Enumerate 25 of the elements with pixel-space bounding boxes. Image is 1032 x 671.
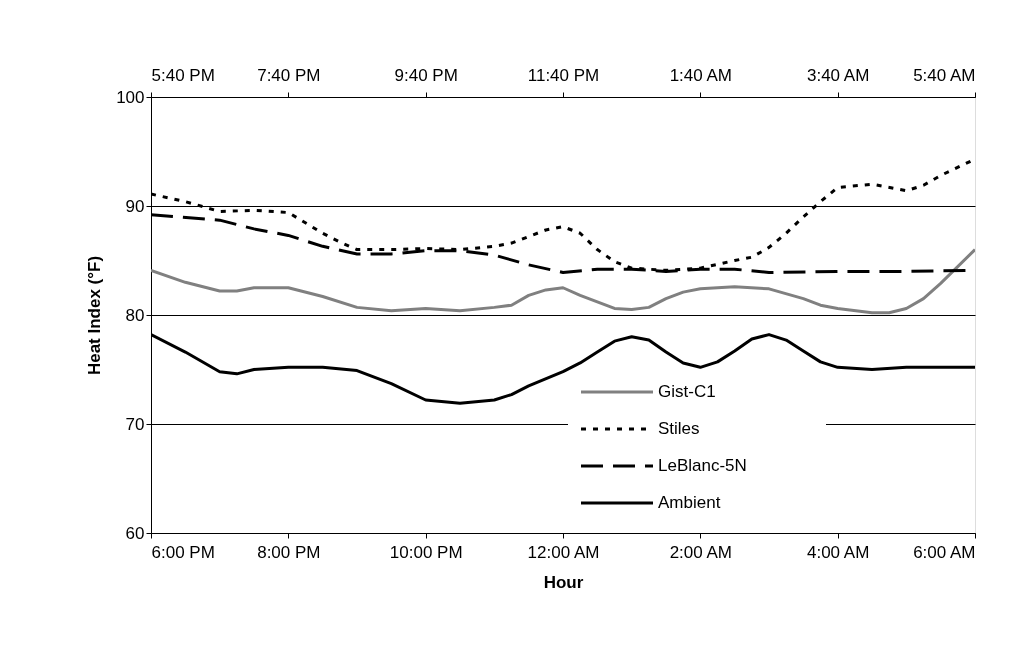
x2-tick-label: 1:40 AM — [669, 65, 733, 85]
legend-label: Ambient — [658, 493, 721, 512]
x-tick-label: 8:00 PM — [257, 542, 321, 562]
x2-tick-label: 5:40 AM — [913, 65, 976, 85]
y-tick-label: 80 — [125, 305, 145, 325]
legend-label: Stiles — [658, 419, 700, 438]
x-axis-title: Hour — [543, 572, 584, 592]
x2-tick-label: 5:40 PM — [151, 65, 215, 85]
y-tick-label: 90 — [125, 196, 145, 216]
y-tick-label: 100 — [116, 87, 145, 107]
x-tick-label: 4:00 AM — [806, 542, 870, 562]
x2-tick-label: 9:40 PM — [394, 65, 458, 85]
x2-tick-label: 11:40 PM — [527, 65, 600, 85]
x-tick-label: 6:00 AM — [913, 542, 976, 562]
x2-tick-label: 3:40 AM — [806, 65, 870, 85]
y-tick-label: 70 — [125, 414, 145, 434]
x-tick-label: 12:00 AM — [527, 542, 600, 562]
x-tick-label: 10:00 PM — [389, 542, 463, 562]
legend-label: Gist-C1 — [658, 382, 716, 401]
x-tick-label: 6:00 PM — [151, 542, 215, 562]
y-axis-title: Heat Index (°F) — [85, 255, 105, 376]
x2-tick-label: 7:40 PM — [257, 65, 321, 85]
x-tick-label: 2:00 AM — [669, 542, 733, 562]
y-tick-label: 60 — [125, 523, 145, 543]
legend-label: LeBlanc-5N — [658, 456, 747, 475]
